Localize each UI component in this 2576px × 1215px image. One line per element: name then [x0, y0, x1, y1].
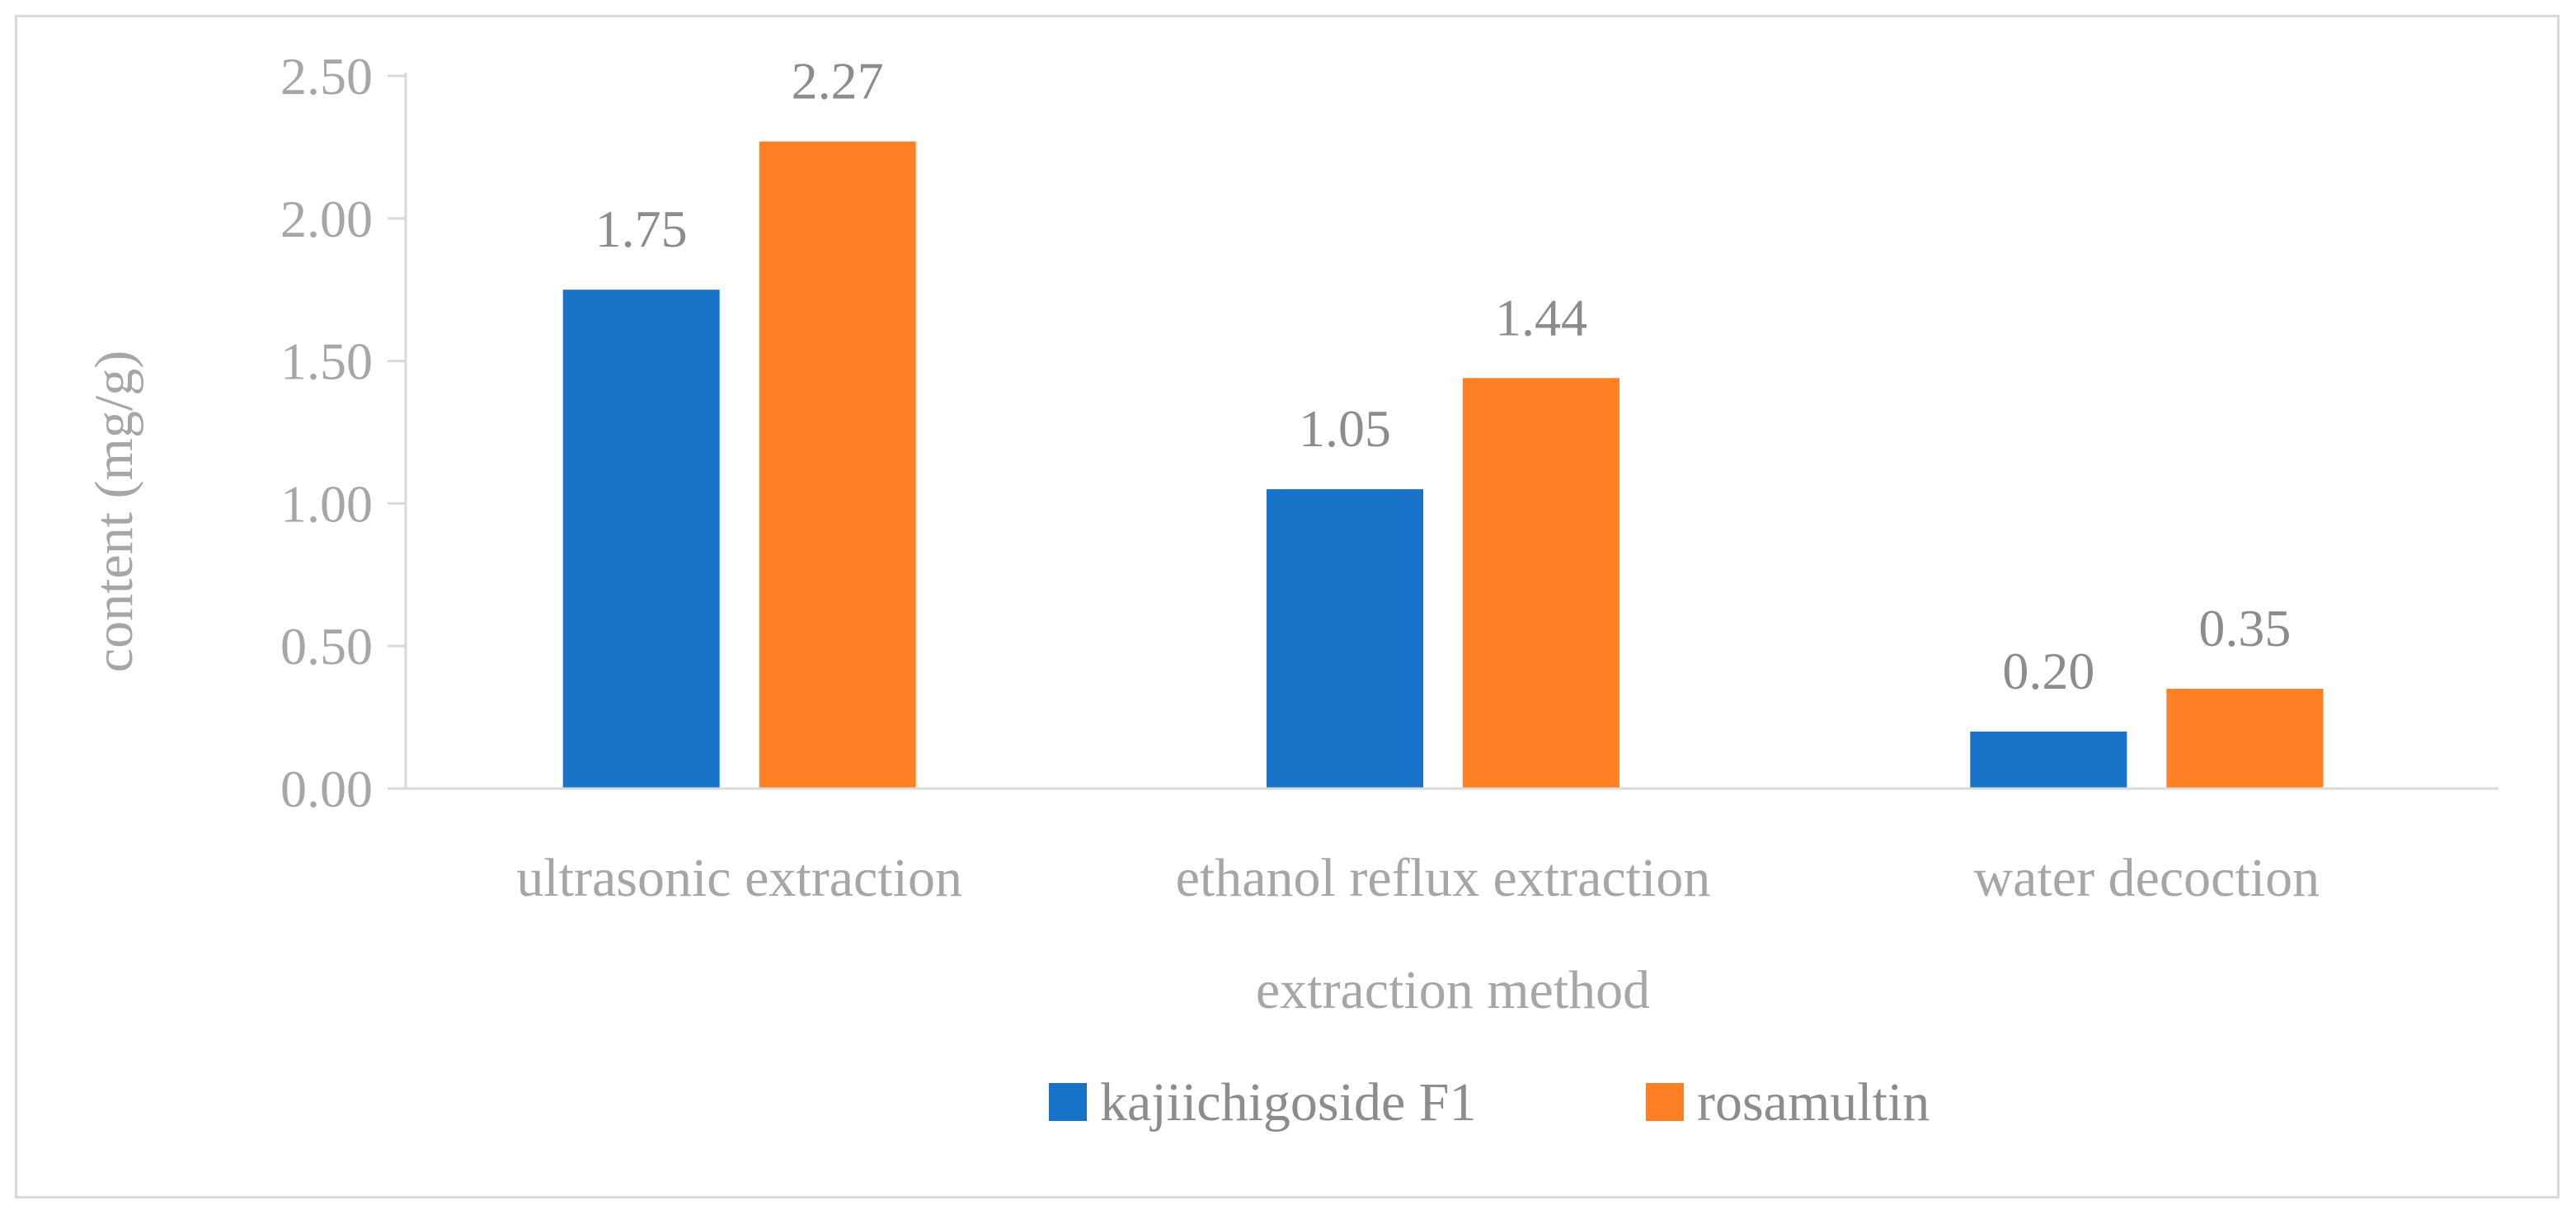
data-label: 1.05: [1299, 399, 1391, 458]
data-label: 1.75: [595, 200, 688, 258]
x-category-label: ultrasonic extraction: [516, 848, 962, 908]
data-label: 2.27: [792, 51, 884, 110]
y-tick-label: 2.50: [280, 47, 373, 106]
y-tick-label: 0.50: [280, 617, 373, 676]
legend-swatch: [1049, 1083, 1087, 1121]
bar-rosamultin: [759, 141, 916, 789]
bars: [562, 141, 2324, 789]
bar-kajiichigoside-f1: [1267, 489, 1423, 789]
legend-label: kajiichigoside F1: [1100, 1072, 1476, 1133]
legend: kajiichigoside F1 rosamultin: [1049, 1072, 1930, 1133]
y-axis: 0.00 0.50 1.00 1.50 2.00 2.50: [280, 47, 407, 818]
bar-rosamultin: [1463, 378, 1619, 789]
legend-swatch: [1646, 1083, 1684, 1121]
bar-kajiichigoside-f1: [562, 290, 720, 789]
legend-label: rosamultin: [1697, 1072, 1930, 1133]
y-tick-label: 1.00: [280, 474, 373, 533]
data-label: 0.20: [2002, 642, 2094, 700]
x-category-label: ethanol reflux extraction: [1176, 848, 1711, 908]
x-axis: ultrasonic extraction ethanol reflux extr…: [388, 787, 2498, 908]
y-tick-label: 0.00: [280, 760, 373, 818]
x-category-label: water decoction: [1974, 848, 2320, 908]
data-label: 1.44: [1495, 288, 1587, 346]
bar-rosamultin: [2166, 689, 2324, 789]
y-tick-label: 1.50: [280, 332, 373, 391]
data-label: 0.35: [2198, 599, 2291, 657]
bar-kajiichigoside-f1: [1970, 731, 2127, 789]
y-axis-title: content (mg/g): [84, 351, 144, 672]
x-axis-title: extraction method: [1256, 960, 1650, 1020]
y-tick-label: 2.00: [280, 190, 373, 248]
data-labels: 1.75 2.27 1.05 1.44 0.20 0.35: [595, 51, 2292, 699]
